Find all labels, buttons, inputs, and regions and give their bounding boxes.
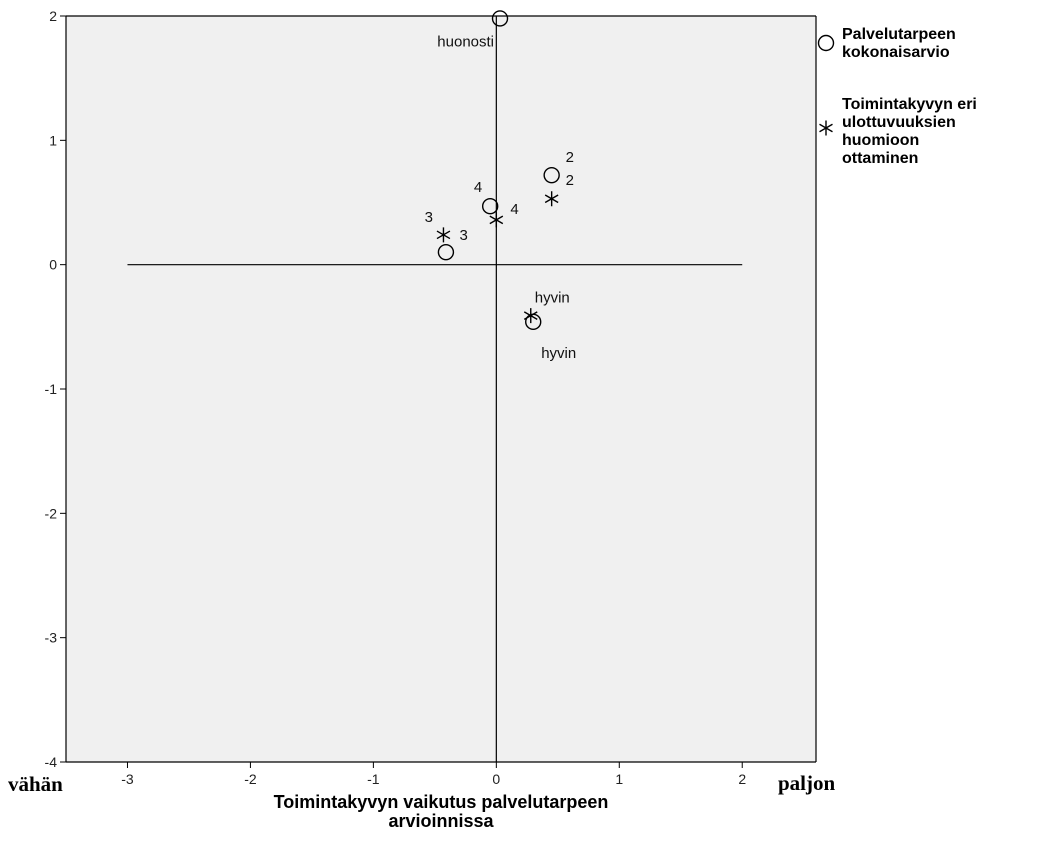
axis-labels: Toimintakyvyn vaikutus palvelutarpeenarv… bbox=[8, 771, 836, 831]
left-annotation: vähän bbox=[8, 772, 63, 796]
legend-label: kokonaisarvio bbox=[842, 44, 950, 61]
y-tick-label: 2 bbox=[49, 8, 57, 24]
x-axis-title: arvioinnissa bbox=[388, 811, 494, 831]
y-tick-label: -1 bbox=[45, 381, 58, 397]
x-tick-label: 2 bbox=[738, 771, 746, 787]
point-star bbox=[544, 191, 559, 207]
legend-marker-star bbox=[819, 120, 833, 136]
point-label: hyvin bbox=[541, 345, 576, 362]
data-marks: huonosti 2 4 3 hyvin 2 4 3 hyvin bbox=[425, 10, 576, 362]
x-tick-label: 1 bbox=[615, 771, 623, 787]
point-label: huonosti bbox=[437, 33, 494, 50]
y-tick-label: -2 bbox=[45, 505, 58, 521]
point-label: 4 bbox=[510, 201, 518, 218]
point-label: 3 bbox=[425, 209, 433, 226]
x-tick-label: -1 bbox=[367, 771, 380, 787]
point-label: 3 bbox=[459, 227, 467, 244]
point-star bbox=[436, 227, 451, 243]
point-circle bbox=[437, 244, 455, 261]
point-circle bbox=[543, 166, 560, 184]
x-tick-label: 0 bbox=[492, 771, 500, 787]
point-star bbox=[523, 308, 538, 324]
x-axis-title: Toimintakyvyn vaikutus palvelutarpeen bbox=[274, 792, 609, 812]
y-tick-label: -4 bbox=[45, 754, 58, 770]
legend-marker-circle bbox=[817, 34, 835, 52]
legend-label: ottaminen bbox=[842, 150, 918, 167]
plot-area bbox=[66, 16, 816, 762]
legend-label: huomioon bbox=[842, 132, 919, 149]
right-annotation: paljon bbox=[778, 771, 836, 795]
y-tick-label: 0 bbox=[49, 257, 57, 273]
point-circle bbox=[481, 198, 499, 215]
legend-label: ulottuvuuksien bbox=[842, 114, 956, 131]
y-tick-label: -3 bbox=[45, 630, 58, 646]
reference-lines bbox=[127, 16, 743, 762]
point-label: hyvin bbox=[535, 290, 570, 307]
legend-label: Toimintakyvyn eri bbox=[842, 96, 977, 113]
point-label: 2 bbox=[566, 149, 574, 166]
point-label: 2 bbox=[566, 172, 574, 189]
point-label: 4 bbox=[474, 179, 482, 196]
point-circle bbox=[491, 10, 509, 27]
y-tick-label: 1 bbox=[49, 132, 57, 148]
axes: -4 -3 -2 -1 0 1 2 -3 -2 -1 0 1 2 bbox=[45, 8, 817, 787]
legend-label: Palvelutarpeen bbox=[842, 26, 956, 43]
x-tick-label: -3 bbox=[121, 771, 134, 787]
x-tick-label: -2 bbox=[244, 771, 257, 787]
point-star bbox=[489, 212, 504, 228]
